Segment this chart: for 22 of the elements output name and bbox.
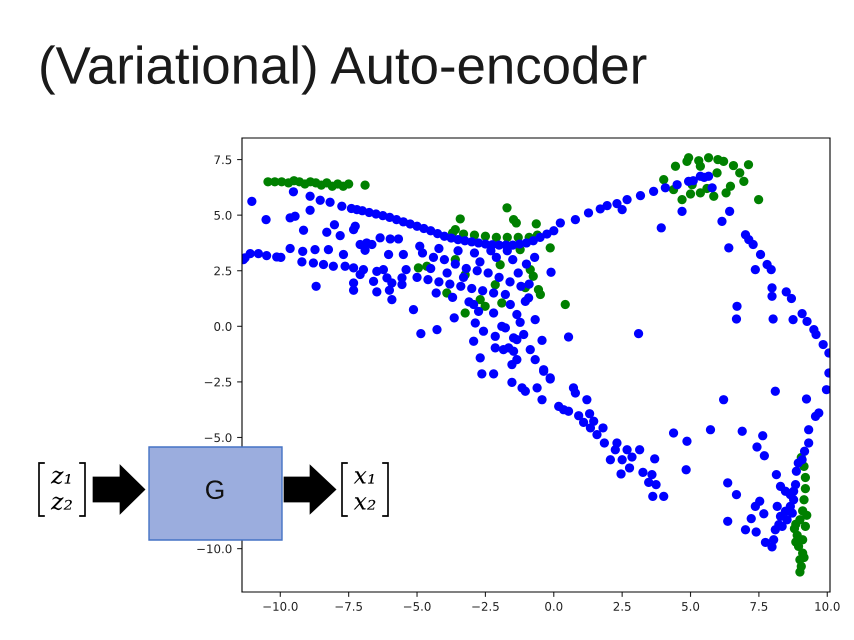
y-tick-label: −10.0 bbox=[197, 544, 232, 554]
x-tick-label: −10.0 bbox=[263, 602, 298, 611]
y-tick-label: −5.0 bbox=[204, 433, 232, 442]
y-tick-label: 0.0 bbox=[214, 322, 232, 331]
y-tick-label: 7.5 bbox=[214, 155, 232, 164]
text: G bbox=[206, 480, 224, 500]
x-tick-label: −2.5 bbox=[472, 602, 499, 611]
x-tick-label: 7.5 bbox=[750, 602, 768, 611]
x-tick-label: 5.0 bbox=[682, 602, 700, 611]
x-tick-label: 0.0 bbox=[545, 602, 562, 611]
text: z₁ bbox=[50, 470, 70, 484]
annotation: x₂ bbox=[354, 497, 376, 510]
y-tick-label: 2.5 bbox=[214, 266, 232, 276]
x-tick-label: −5.0 bbox=[404, 602, 431, 611]
y-tick-label: 5.0 bbox=[214, 210, 232, 220]
text: z₂ bbox=[50, 496, 72, 510]
y-tick-label: −2.5 bbox=[204, 378, 232, 387]
chart-title: (Variational) Auto-encoder bbox=[41, 45, 646, 95]
x-tick-label: 2.5 bbox=[614, 602, 631, 611]
x-tick-label: −7.5 bbox=[336, 602, 362, 611]
annotation: x₁ bbox=[354, 471, 374, 484]
x-tick-label: 10.0 bbox=[815, 602, 840, 611]
